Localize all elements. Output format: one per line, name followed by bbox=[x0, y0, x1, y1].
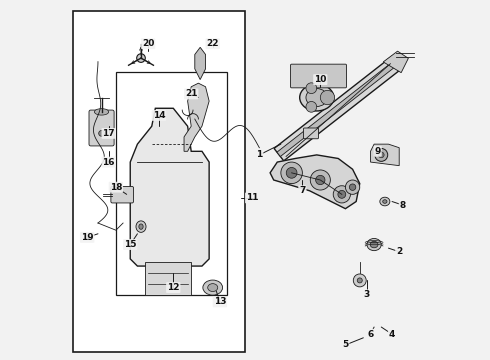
Text: 3: 3 bbox=[364, 290, 370, 299]
Ellipse shape bbox=[383, 200, 387, 203]
Text: 15: 15 bbox=[124, 240, 137, 249]
Text: 20: 20 bbox=[142, 39, 154, 48]
Bar bbox=[145, 262, 191, 295]
Circle shape bbox=[320, 90, 335, 105]
Ellipse shape bbox=[139, 224, 143, 229]
Ellipse shape bbox=[367, 238, 381, 251]
Ellipse shape bbox=[95, 109, 109, 115]
Ellipse shape bbox=[300, 84, 334, 111]
FancyBboxPatch shape bbox=[303, 128, 318, 139]
Text: 6: 6 bbox=[368, 330, 374, 339]
Text: 5: 5 bbox=[343, 341, 348, 350]
Bar bbox=[116, 72, 227, 295]
Polygon shape bbox=[277, 59, 399, 157]
Circle shape bbox=[338, 190, 346, 198]
Text: 13: 13 bbox=[214, 297, 226, 306]
Text: 8: 8 bbox=[400, 201, 406, 210]
FancyBboxPatch shape bbox=[291, 64, 346, 88]
Text: 11: 11 bbox=[246, 193, 258, 202]
Bar bbox=[73, 12, 245, 352]
Text: 22: 22 bbox=[206, 39, 219, 48]
Circle shape bbox=[286, 167, 297, 178]
Circle shape bbox=[316, 175, 325, 185]
Ellipse shape bbox=[306, 89, 327, 107]
Polygon shape bbox=[184, 83, 209, 151]
Circle shape bbox=[281, 162, 302, 184]
Circle shape bbox=[137, 54, 146, 62]
Text: 10: 10 bbox=[314, 75, 326, 84]
Circle shape bbox=[310, 170, 330, 190]
Text: 14: 14 bbox=[152, 111, 165, 120]
Text: 2: 2 bbox=[396, 247, 402, 256]
Circle shape bbox=[349, 184, 356, 190]
Circle shape bbox=[345, 180, 360, 194]
Polygon shape bbox=[383, 51, 408, 73]
Circle shape bbox=[375, 148, 388, 161]
FancyBboxPatch shape bbox=[89, 110, 114, 146]
Ellipse shape bbox=[370, 241, 378, 248]
Circle shape bbox=[378, 152, 384, 158]
Polygon shape bbox=[274, 56, 402, 161]
Circle shape bbox=[357, 278, 362, 283]
Ellipse shape bbox=[203, 280, 222, 295]
Polygon shape bbox=[370, 144, 399, 166]
Circle shape bbox=[98, 131, 104, 136]
Ellipse shape bbox=[136, 221, 146, 232]
Text: 16: 16 bbox=[102, 158, 115, 167]
Circle shape bbox=[353, 274, 366, 287]
Text: 4: 4 bbox=[389, 330, 395, 339]
Circle shape bbox=[306, 83, 317, 94]
Text: 12: 12 bbox=[167, 283, 179, 292]
Ellipse shape bbox=[380, 197, 390, 206]
Text: 1: 1 bbox=[256, 150, 263, 159]
Text: 17: 17 bbox=[102, 129, 115, 138]
Text: 18: 18 bbox=[110, 183, 122, 192]
Circle shape bbox=[306, 102, 317, 112]
FancyBboxPatch shape bbox=[111, 186, 133, 203]
Polygon shape bbox=[130, 108, 209, 266]
Circle shape bbox=[333, 186, 350, 203]
Polygon shape bbox=[195, 47, 205, 80]
Text: 19: 19 bbox=[81, 233, 94, 242]
Ellipse shape bbox=[208, 284, 218, 292]
Polygon shape bbox=[270, 155, 360, 209]
Text: 9: 9 bbox=[374, 147, 381, 156]
Text: 21: 21 bbox=[185, 89, 197, 98]
Text: 7: 7 bbox=[299, 186, 306, 195]
